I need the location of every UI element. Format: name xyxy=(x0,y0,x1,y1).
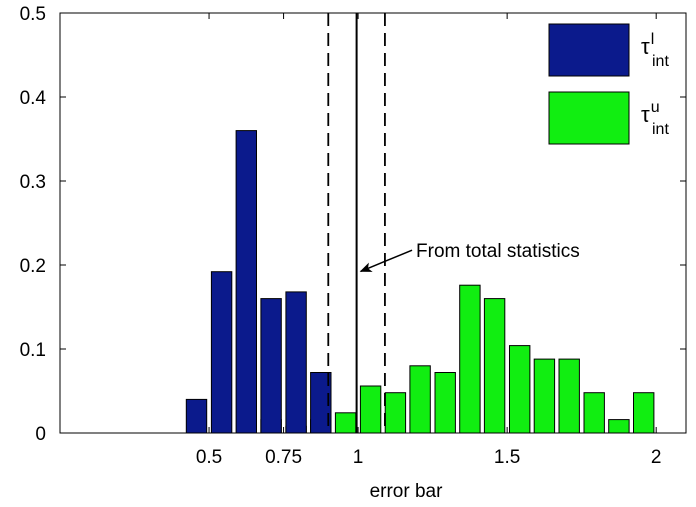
x-tick-label: 2 xyxy=(651,447,662,468)
legend: τl int τu int xyxy=(548,23,669,145)
bar-u-14 xyxy=(608,419,630,434)
x-axis-label: error bar xyxy=(370,481,444,502)
bar-u-10 xyxy=(509,345,531,434)
bar-l-2 xyxy=(235,130,258,434)
x-tick-label: 1.5 xyxy=(494,447,520,468)
bar-u-9 xyxy=(483,298,506,434)
bar-u-3 xyxy=(334,412,357,434)
y-tick-label: 0.1 xyxy=(20,340,46,361)
y-tick-label: 0 xyxy=(35,424,46,445)
annotation-arrow xyxy=(359,249,413,273)
legend-swatch-l xyxy=(548,23,630,77)
bar-u-4 xyxy=(359,385,382,434)
legend-label-l: τl int xyxy=(641,31,669,70)
axes: 0.5 0.75 1 1.5 2 0 0.1 0.2 0.3 0.4 0.5 error bar xyxy=(20,4,687,502)
legend-label-u: τu int xyxy=(641,99,669,138)
bar-u-15 xyxy=(633,392,655,434)
bars-layer xyxy=(185,130,655,434)
bar-l-1 xyxy=(210,271,233,434)
x-tick-label: 1 xyxy=(353,447,364,468)
y-tick-label: 0.5 xyxy=(20,4,46,25)
bar-u-7 xyxy=(434,372,456,434)
bar-u-12 xyxy=(558,358,580,434)
bar-u-5 xyxy=(384,392,407,434)
bar-l-3 xyxy=(260,298,282,434)
annotation-text: From total statistics xyxy=(416,241,580,262)
legend-swatch-u xyxy=(548,91,630,145)
x-tick-label: 0.5 xyxy=(196,447,222,468)
bar-u-8 xyxy=(459,284,481,434)
reference-lines xyxy=(327,13,386,433)
y-tick-label: 0.4 xyxy=(20,88,47,109)
bar-u-6 xyxy=(409,365,431,434)
y-tick-label: 0.3 xyxy=(20,172,46,193)
bar-l-0 xyxy=(185,398,208,434)
bar-u-11 xyxy=(533,358,556,434)
axes-box xyxy=(59,12,687,434)
bar-u-13 xyxy=(583,392,605,434)
annotation: From total statistics xyxy=(359,241,580,273)
bar-l-4 xyxy=(285,291,307,434)
y-tick-label: 0.2 xyxy=(20,256,46,277)
x-tick-label: 0.75 xyxy=(265,447,302,468)
